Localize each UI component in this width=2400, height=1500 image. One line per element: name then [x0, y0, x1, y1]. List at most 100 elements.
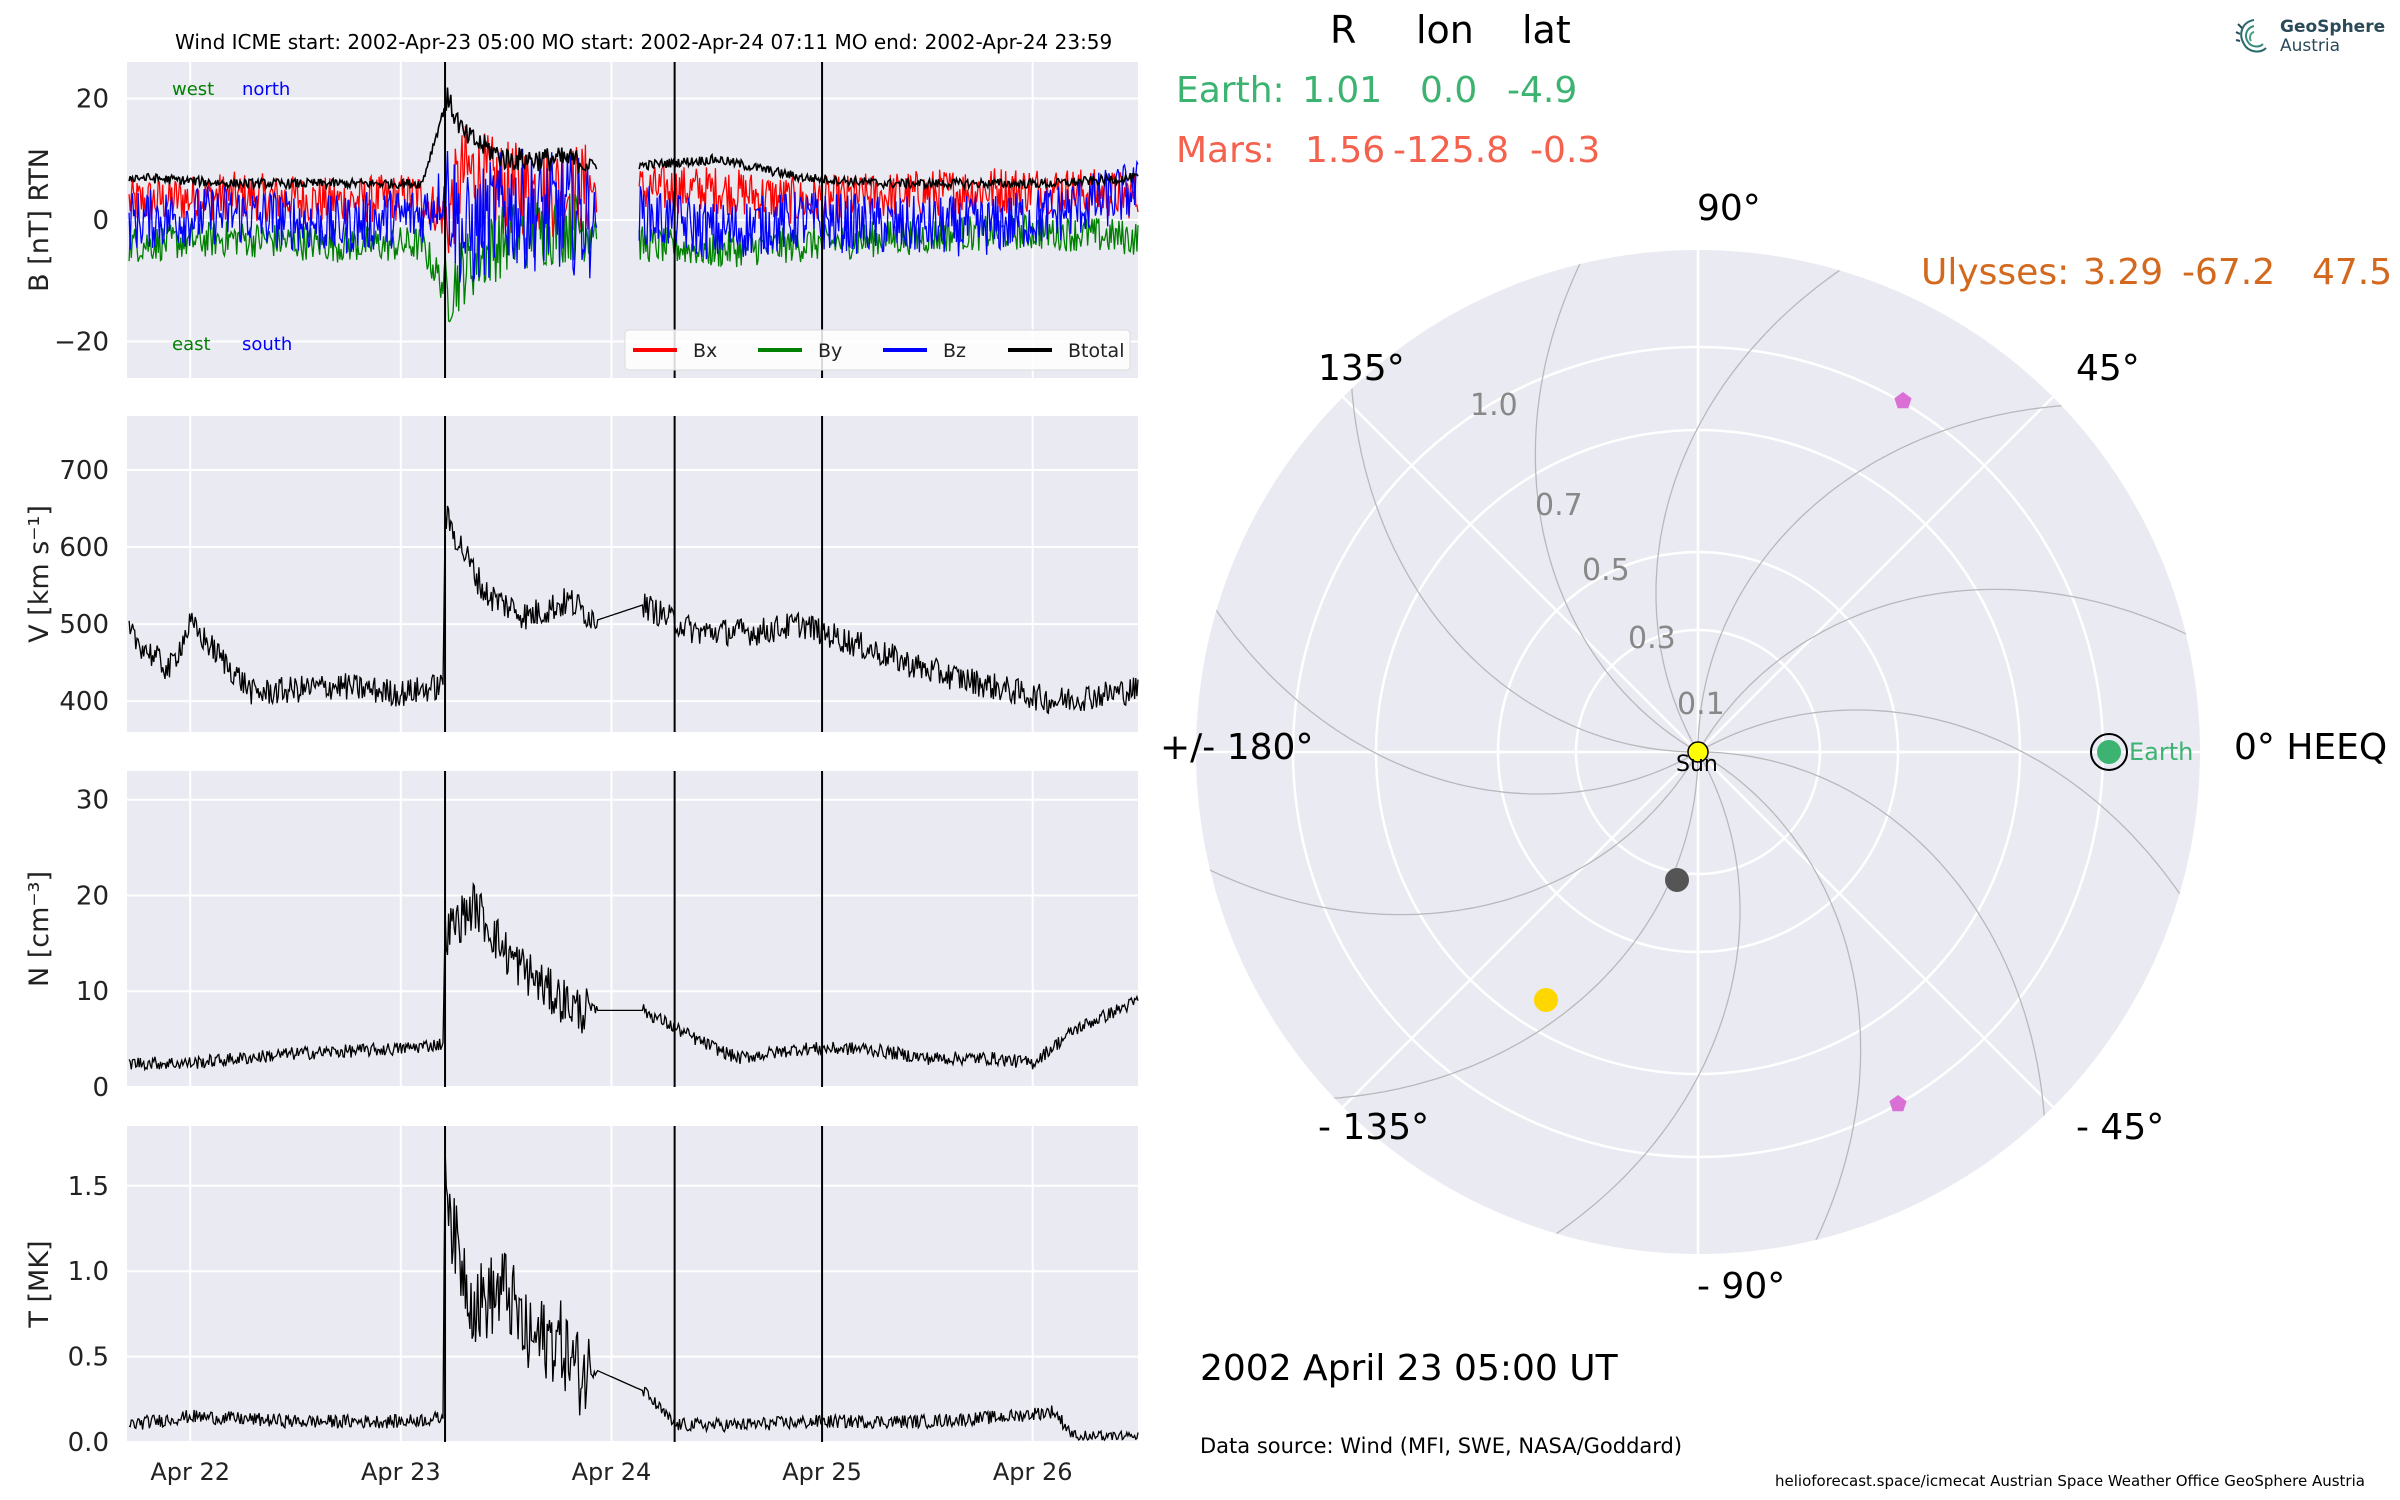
y-tick-label: 0: [92, 1073, 109, 1103]
probe-marker-upper: [1894, 392, 1912, 409]
y-tick-label: 1.5: [68, 1172, 109, 1202]
earth-label: Earth: [2129, 738, 2193, 766]
series-line-v: [128, 505, 1139, 715]
spiral-line: [1196, 323, 1699, 795]
time-series-panels: −20 0 20 B [nT] RTN west north east south Bx By Bz…: [24, 62, 1139, 1486]
corner-label-east: east: [172, 334, 211, 355]
spiral-line: [1655, 250, 2127, 753]
header-R: R: [1330, 8, 1357, 52]
footer-credits: helioforecast.space/icmecat Austrian Spa…: [1775, 1472, 2365, 1490]
spiral-line: [1697, 588, 2200, 835]
y-tick-label: 400: [59, 687, 109, 717]
angle-label-0: 0° HEEQ: [2234, 727, 2388, 768]
angular-grid-line: [1342, 396, 1699, 753]
spiral-logo-icon: [2235, 19, 2267, 53]
y-tick-label: −20: [54, 328, 109, 358]
sun-label: Sun: [1676, 752, 1718, 777]
radial-tick-label: 0.7: [1535, 488, 1583, 523]
x-tick-label: Apr 22: [150, 1458, 230, 1486]
mars-lon: -125.8: [1393, 130, 1510, 171]
angle-label-45: 45°: [2076, 348, 2140, 389]
sun-marker: [1687, 741, 1709, 763]
earth-ring: [2090, 733, 2128, 771]
ulysses-label: Ulysses:: [1921, 252, 2070, 293]
angle-label-180: +/- 180°: [1160, 727, 1314, 768]
y-tick-label: 20: [76, 881, 109, 911]
mars-label: Mars:: [1176, 130, 1275, 171]
geosphere-logo: GeoSphere Austria: [2232, 14, 2392, 62]
angle-label-m135: - 135°: [1318, 1107, 1430, 1148]
x-tick-label: Apr 24: [572, 1458, 652, 1486]
footer-date: 2002 April 23 05:00 UT: [1200, 1348, 1618, 1389]
legend-box: [624, 329, 1131, 371]
spiral-line: [1615, 751, 1862, 1254]
y-tick-label: 1.0: [68, 1257, 109, 1287]
angle-label-m45: - 45°: [2076, 1107, 2165, 1148]
x-tick-label: Apr 25: [782, 1458, 862, 1486]
ulysses-lat: 47.5: [2312, 252, 2393, 293]
gray-body-marker: [1665, 868, 1689, 892]
legend: Bx By Bz Btotal: [624, 329, 1131, 371]
mars-lat: -0.3: [1530, 130, 1601, 171]
angle-label-m90: - 90°: [1697, 1266, 1786, 1307]
angle-label-135: 135°: [1318, 348, 1405, 389]
y-tick-label: 0.0: [68, 1428, 109, 1458]
header-lat: lat: [1522, 8, 1571, 52]
panel-n: 0 10 20 30 N [cm⁻³]: [24, 771, 1139, 1103]
spiral-line: [1269, 751, 1741, 1254]
legend-label-bx: Bx: [693, 340, 717, 362]
y-tick-label: 20: [76, 84, 109, 114]
header-lon: lon: [1416, 8, 1474, 52]
y-tick-label: 700: [59, 456, 109, 486]
corner-label-west: west: [172, 79, 214, 100]
spiral-line: [1697, 709, 2200, 1181]
earth-marker: [2097, 740, 2121, 764]
panel-t: 0.0 0.5 1.0 1.5 T [MK] Apr 22 Apr 23 Apr 24 Apr …: [24, 1126, 1139, 1486]
spiral-line: [1196, 669, 1699, 916]
corner-label-south: south: [242, 334, 292, 355]
radial-tick-label: 0.1: [1677, 687, 1725, 722]
ulysses-lon: -67.2: [2182, 252, 2276, 293]
y-axis-label: V [km s⁻¹]: [24, 505, 55, 643]
panel-bx: −20 0 20 B [nT] RTN west north east south Bx By Bz…: [24, 62, 1139, 378]
y-axis-label: B [nT] RTN: [24, 148, 55, 292]
spiral-line: [1534, 250, 1781, 753]
earth-label: Earth:: [1176, 70, 1285, 111]
radial-tick-label: 0.5: [1582, 553, 1630, 588]
mars-R: 1.56: [1305, 130, 1386, 171]
angular-grid-line: [1342, 751, 1699, 1108]
legend-label-bz: Bz: [943, 340, 966, 362]
y-tick-label: 10: [76, 977, 109, 1007]
series-line-t: [128, 1151, 1139, 1442]
y-tick-label: 0.5: [68, 1343, 109, 1373]
y-tick-label: 0: [92, 206, 109, 236]
angle-label-90: 90°: [1697, 188, 1761, 229]
y-axis-label: N [cm⁻³]: [24, 871, 55, 987]
plot-title: Wind ICME start: 2002-Apr-23 05:00 MO st…: [175, 30, 1113, 54]
radial-tick-label: 0.3: [1628, 621, 1676, 656]
x-tick-label: Apr 26: [993, 1458, 1073, 1486]
ulysses-R: 3.29: [2083, 252, 2164, 293]
y-axis-label: T [MK]: [24, 1240, 55, 1328]
angular-grid-line: [1697, 751, 2054, 1108]
legend-label-btotal: Btotal: [1068, 340, 1124, 362]
panel-background: [127, 1126, 1138, 1442]
bodies: Sun Earth: [1534, 392, 2193, 1112]
y-tick-label: 500: [59, 610, 109, 640]
x-tick-label: Apr 23: [361, 1458, 441, 1486]
corner-label-north: north: [242, 79, 290, 100]
logo-line1: GeoSphere: [2280, 17, 2386, 37]
footer-source: Data source: Wind (MFI, SWE, NASA/Goddar…: [1200, 1434, 1683, 1458]
panel-background: [127, 771, 1138, 1087]
y-tick-label: 30: [76, 786, 109, 816]
angular-grid-line: [1697, 396, 2054, 753]
legend-label-by: By: [818, 340, 842, 362]
earth-R: 1.01: [1302, 70, 1383, 111]
y-tick-label: 600: [59, 533, 109, 563]
gold-body-marker: [1534, 988, 1558, 1012]
series-line-bz: [128, 148, 1139, 283]
logo-line2: Austria: [2280, 36, 2341, 56]
earth-lat: -4.9: [1507, 70, 1578, 111]
